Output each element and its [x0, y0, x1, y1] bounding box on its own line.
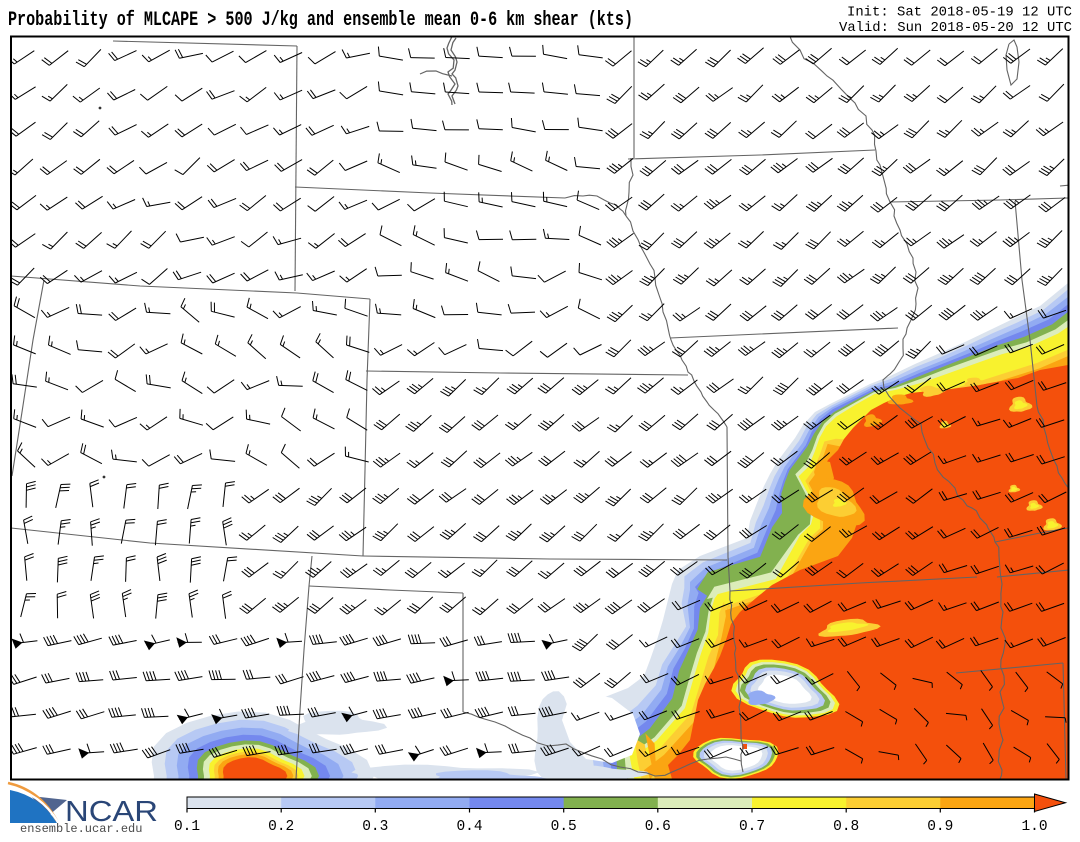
svg-text:NCAR: NCAR [65, 796, 158, 828]
svg-text:0.4: 0.4 [456, 819, 482, 835]
svg-text:0.3: 0.3 [362, 819, 388, 835]
svg-text:0.6: 0.6 [645, 819, 671, 835]
svg-text:0.1: 0.1 [174, 819, 200, 835]
svg-text:0.7: 0.7 [739, 819, 765, 835]
svg-text:0.8: 0.8 [833, 819, 859, 835]
svg-text:0.9: 0.9 [927, 819, 953, 835]
svg-text:Probability of MLCAPE > 500 J/: Probability of MLCAPE > 500 J/kg and ens… [8, 9, 633, 32]
svg-text:Valid: Sun 2018-05-20 12 UTC: Valid: Sun 2018-05-20 12 UTC [839, 20, 1072, 36]
svg-text:1.0: 1.0 [1021, 819, 1047, 835]
svg-text:0.2: 0.2 [268, 819, 294, 835]
svg-text:Init: Sat 2018-05-19 12 UTC: Init: Sat 2018-05-19 12 UTC [847, 5, 1072, 21]
svg-text:0.5: 0.5 [551, 819, 577, 835]
svg-text:ensemble.ucar.edu: ensemble.ucar.edu [20, 822, 142, 836]
